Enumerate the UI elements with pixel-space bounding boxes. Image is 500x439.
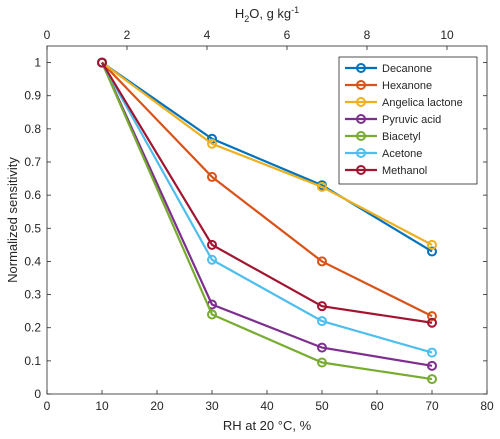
legend-swatch-marker xyxy=(356,131,366,141)
legend-label: Decanone xyxy=(382,63,432,75)
legend-box xyxy=(338,56,478,185)
legend-label: Biacetyl xyxy=(382,131,421,143)
y-tick-label: 0.6 xyxy=(24,188,41,202)
data-point xyxy=(207,309,217,320)
data-point xyxy=(207,171,217,182)
legend-swatch-marker xyxy=(356,165,366,175)
legend-label: Acetone xyxy=(382,148,422,160)
x-tick-label: 40 xyxy=(260,399,274,413)
data-point xyxy=(317,342,327,353)
data-point xyxy=(317,181,327,192)
series-line xyxy=(100,62,433,367)
series-acetone xyxy=(97,57,437,358)
data-point xyxy=(207,239,217,250)
legend-item: Biacetyl xyxy=(345,131,421,143)
y-tick-label: 0.4 xyxy=(24,254,41,268)
legend-swatch-marker xyxy=(356,80,366,90)
y-tick-label: 0.2 xyxy=(24,321,41,335)
data-point xyxy=(207,254,217,265)
data-point xyxy=(317,256,327,267)
x2-tick-label: 2 xyxy=(124,28,131,42)
x2-tick-label: 4 xyxy=(204,28,211,42)
legend-swatch-marker xyxy=(356,63,366,73)
legend-item: Angelica lactone xyxy=(345,97,463,109)
y-tick-label: 0.5 xyxy=(24,221,41,235)
legend-label: Methanol xyxy=(382,165,427,177)
y-tick-label: 0.9 xyxy=(24,89,41,103)
legend-label: Angelica lactone xyxy=(382,97,463,109)
x-tick-label: 10 xyxy=(95,399,109,413)
legend-item: Decanone xyxy=(345,63,432,75)
series-line xyxy=(100,62,433,381)
x-tick-label: 60 xyxy=(370,399,384,413)
series-line xyxy=(101,61,433,253)
y-tick-label: 1 xyxy=(34,56,41,70)
legend-item: Hexanone xyxy=(345,80,432,92)
top-axis-label-rest: O, g kg xyxy=(249,6,291,21)
data-point xyxy=(427,360,437,371)
legend: Decanone Hexanone Angelica lactone Pyruvic … xyxy=(338,56,478,185)
legend-swatch-marker xyxy=(356,148,366,158)
legend-label: Pyruvic acid xyxy=(382,114,441,126)
x-tick-label: 80 xyxy=(480,399,494,413)
x-tick-label: 0 xyxy=(44,399,51,413)
data-point xyxy=(427,347,437,358)
data-point xyxy=(97,57,107,68)
series-line xyxy=(101,61,433,246)
y-tick-label: 0.1 xyxy=(24,354,41,368)
data-point xyxy=(207,138,217,149)
legend-item: Pyruvic acid xyxy=(345,114,441,126)
data-point xyxy=(427,317,437,328)
x-tick-label: 30 xyxy=(205,399,219,413)
top-axis-label-base: H xyxy=(235,6,244,21)
x2-tick-label: 8 xyxy=(364,28,371,42)
top-axis-label: H2O, g kg-1 xyxy=(235,5,299,24)
data-point xyxy=(317,357,327,368)
series-methanol xyxy=(97,57,437,328)
x2-tick-label: 6 xyxy=(284,28,291,42)
top-axis-label-sub: 2 xyxy=(244,14,249,24)
data-point xyxy=(427,246,437,257)
data-point xyxy=(427,239,437,250)
legend-swatch-marker xyxy=(356,114,366,124)
legend-swatch-marker xyxy=(356,97,366,107)
series-line xyxy=(101,62,433,324)
y-tick-label: 0.7 xyxy=(24,155,41,169)
data-point xyxy=(427,311,437,322)
x2-tick-label: 0 xyxy=(44,28,51,42)
x-tick-label: 50 xyxy=(315,399,329,413)
y-tick-label: 0.8 xyxy=(24,122,41,136)
x-tick-label: 70 xyxy=(425,399,439,413)
ticks-layer: 0 10 20 30 40 50 60 70 8000.10.20.30.40.50.60.70… xyxy=(24,28,494,413)
legend-label: Hexanone xyxy=(382,80,432,92)
legend-item: Methanol xyxy=(345,165,427,177)
x2-tick-label: 10 xyxy=(440,28,454,42)
series-line xyxy=(101,61,433,318)
x-axis-label: RH at 20 °C, % xyxy=(223,418,312,433)
y-tick-label: 0.3 xyxy=(24,288,41,302)
x-tick-label: 20 xyxy=(150,399,164,413)
legend-item: Acetone xyxy=(345,148,422,160)
top-axis-label-sup: -1 xyxy=(291,5,299,15)
y-axis-label: Normalized sensitivity xyxy=(5,157,20,283)
series-line xyxy=(101,62,433,354)
series-layer xyxy=(97,57,437,385)
data-point xyxy=(427,374,437,385)
data-point xyxy=(317,316,327,327)
data-point xyxy=(317,301,327,312)
y-tick-label: 0 xyxy=(34,387,41,401)
